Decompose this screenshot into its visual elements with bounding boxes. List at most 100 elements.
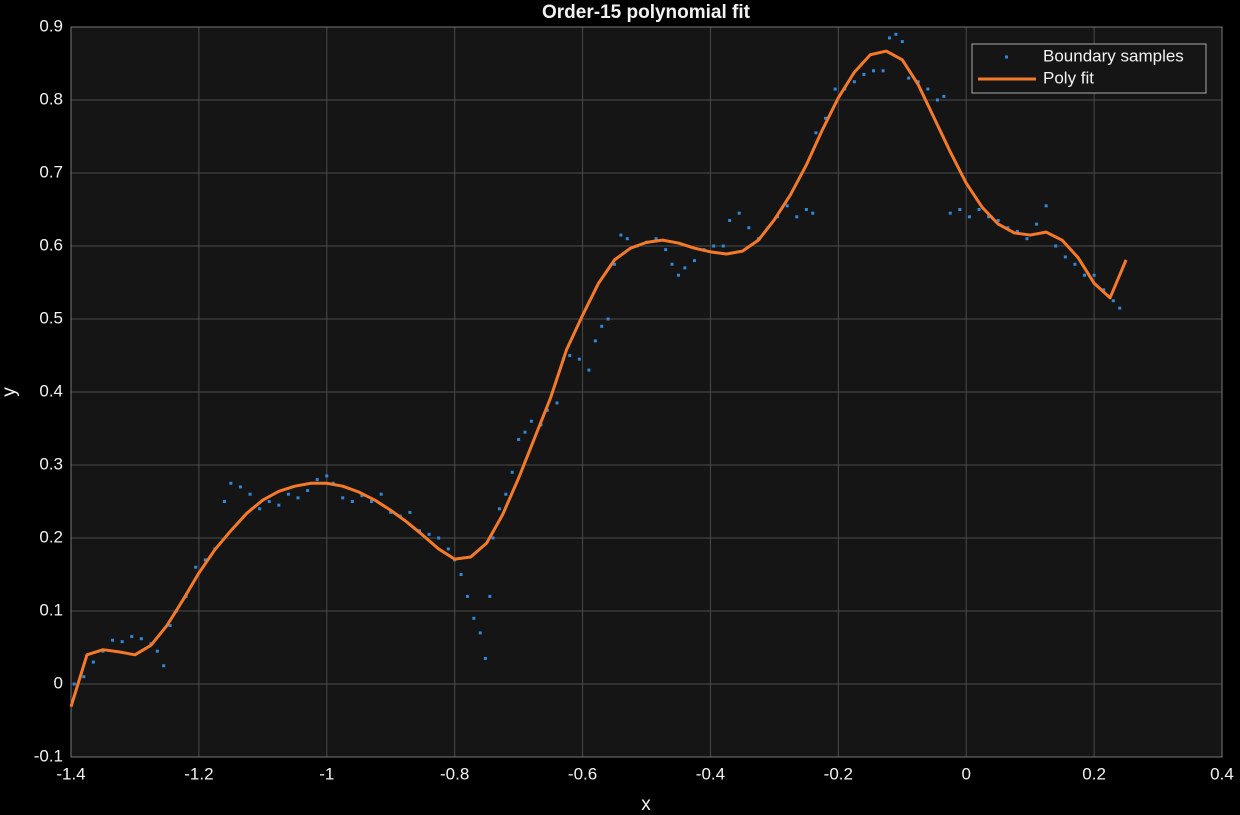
sample-point xyxy=(887,36,891,40)
sample-point xyxy=(427,532,431,536)
sample-point xyxy=(721,244,725,248)
sample-point xyxy=(1102,288,1106,292)
sample-point xyxy=(120,640,124,644)
sample-point xyxy=(139,637,143,641)
sample-point xyxy=(926,87,930,91)
x-tick-label: -0.4 xyxy=(696,764,725,783)
sample-point xyxy=(814,131,818,135)
sample-point xyxy=(1025,237,1029,241)
y-tick-label: 0.9 xyxy=(39,16,63,35)
sample-point xyxy=(654,237,658,241)
sample-point xyxy=(804,208,808,211)
sample-point xyxy=(852,80,856,84)
sample-point xyxy=(111,638,115,642)
sample-point xyxy=(935,98,939,102)
sample-point xyxy=(286,492,290,496)
sample-point xyxy=(91,660,95,664)
legend-marker xyxy=(1005,55,1008,59)
sample-point xyxy=(824,116,828,120)
sample-point xyxy=(1054,244,1058,248)
sample-point xyxy=(948,211,952,215)
sample-point xyxy=(593,339,597,343)
sample-point xyxy=(296,496,300,500)
sample-point xyxy=(238,485,242,489)
sample-point xyxy=(619,233,623,237)
sample-point xyxy=(785,204,789,208)
sample-point xyxy=(130,635,134,639)
legend-label: Boundary samples xyxy=(1043,46,1184,65)
sample-point xyxy=(465,594,469,598)
sample-point xyxy=(987,215,991,219)
y-axis-label: y xyxy=(0,387,20,397)
sample-point xyxy=(916,80,920,84)
sample-point xyxy=(478,631,482,635)
sample-point xyxy=(277,503,281,507)
sample-point xyxy=(1118,306,1122,310)
sample-point xyxy=(737,211,741,215)
x-axis-label: x xyxy=(641,794,651,815)
sample-point xyxy=(683,266,687,270)
sample-point xyxy=(967,215,971,219)
sample-point xyxy=(1035,222,1039,226)
sample-point xyxy=(315,478,319,482)
sample-point xyxy=(203,558,207,562)
sample-point xyxy=(1083,273,1087,277)
sample-point xyxy=(577,357,581,361)
legend-label: Poly fit xyxy=(1043,68,1094,87)
sample-point xyxy=(437,536,441,540)
sample-point xyxy=(712,244,716,248)
sample-point xyxy=(907,76,911,80)
y-tick-label: 0 xyxy=(54,673,63,692)
sample-point xyxy=(82,675,86,679)
y-tick-label: 0.8 xyxy=(39,89,63,108)
sample-point xyxy=(1063,255,1067,259)
x-tick-label: 0.4 xyxy=(1210,764,1234,783)
sample-point xyxy=(155,649,159,653)
y-tick-label: 0.5 xyxy=(39,308,63,327)
sample-point xyxy=(811,211,815,215)
x-tick-label: -1.2 xyxy=(184,764,213,783)
x-tick-label: 0 xyxy=(961,764,970,783)
sample-point xyxy=(72,682,76,686)
legend-box xyxy=(971,43,1207,94)
sample-point xyxy=(529,419,533,423)
sample-point xyxy=(728,218,732,222)
sample-point xyxy=(1111,299,1115,303)
sample-point xyxy=(676,273,680,277)
sample-point xyxy=(872,69,876,73)
sample-point xyxy=(747,226,751,230)
sample-point xyxy=(258,507,262,511)
sample-point xyxy=(795,215,799,219)
sample-point xyxy=(350,500,354,503)
sample-point xyxy=(248,492,252,496)
sample-point xyxy=(459,573,463,576)
sample-point xyxy=(600,324,604,328)
x-tick-label: 0.2 xyxy=(1082,764,1106,783)
y-tick-label: -0.1 xyxy=(34,746,63,765)
sample-point xyxy=(900,40,904,44)
sample-point xyxy=(446,547,450,551)
x-tick-label: -0.2 xyxy=(824,764,853,783)
sample-point xyxy=(545,408,549,412)
sample-point xyxy=(996,218,1000,222)
sample-point xyxy=(360,494,364,498)
sample-point xyxy=(1015,229,1019,233)
sample-point xyxy=(341,496,345,500)
sample-point xyxy=(1044,204,1048,208)
sample-point xyxy=(664,248,668,252)
sample-point xyxy=(881,69,885,73)
x-tick-label: -1.4 xyxy=(56,764,85,783)
plot-frame xyxy=(70,26,1223,758)
sample-point xyxy=(894,32,898,36)
y-tick-label: 0.4 xyxy=(39,381,63,400)
sample-point xyxy=(1073,262,1077,266)
sample-point xyxy=(523,430,527,434)
sample-point xyxy=(692,259,696,263)
sample-point xyxy=(483,656,487,660)
sample-point xyxy=(568,354,572,357)
sample-point xyxy=(370,500,374,503)
sample-point xyxy=(229,481,233,485)
sample-point xyxy=(389,510,393,514)
